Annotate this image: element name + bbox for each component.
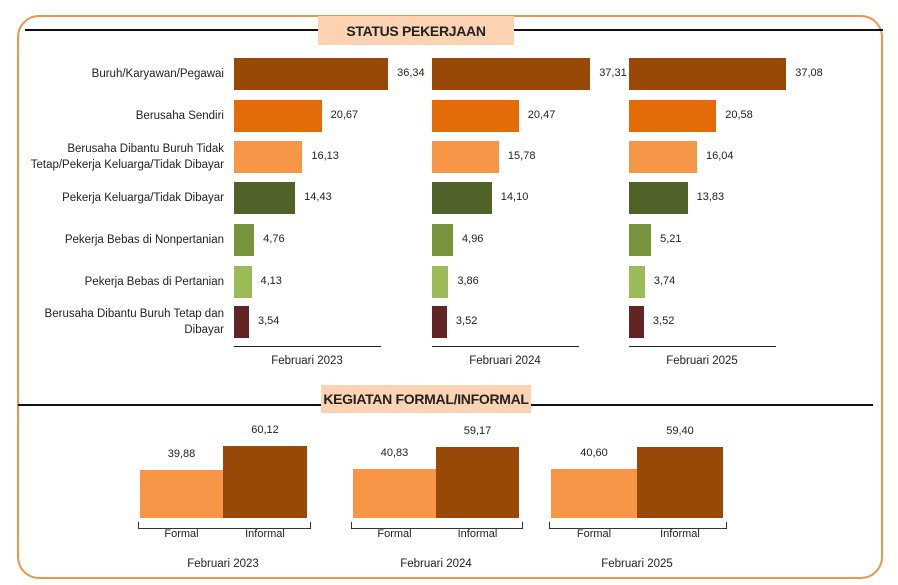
data-label: 20,47 (527, 109, 556, 121)
formal-title: KEGIATAN FORMAL/INFORMAL (321, 385, 531, 413)
axis-line (629, 346, 776, 347)
data-label: 20,58 (725, 109, 753, 121)
axis-line (432, 346, 579, 347)
bar (140, 470, 223, 518)
panel-label: Februari 2023 (187, 558, 259, 570)
bar (223, 445, 307, 518)
data-label: 36,34 (397, 67, 425, 79)
bar (629, 306, 644, 338)
axis-bracket (138, 522, 311, 529)
data-label: 59,40 (666, 424, 694, 437)
bar (234, 141, 303, 173)
category-label: Informal (457, 528, 498, 540)
data-label: 40,83 (380, 447, 409, 459)
data-label: 5,21 (660, 233, 682, 245)
status-title: STATUS PEKERJAAN (318, 16, 514, 45)
category-label: Informal (245, 528, 285, 540)
data-label: 37,31 (599, 67, 627, 79)
data-label: 16,04 (706, 150, 734, 162)
data-label: 4,13 (260, 275, 282, 287)
data-label: 14,10 (500, 191, 529, 203)
panel-label: Februari 2023 (271, 355, 343, 367)
bar (234, 58, 389, 90)
data-label: 20,67 (330, 109, 359, 121)
category-label: Berusaha Dibantu Buruh Tidak Tetap/Peker… (30, 143, 224, 171)
bar (234, 182, 296, 214)
bar (436, 446, 519, 518)
data-label: 3,52 (652, 315, 675, 327)
data-label: 59,17 (463, 424, 492, 437)
data-label: 60,12 (251, 423, 279, 436)
data-label: 40,60 (580, 447, 608, 460)
bar (629, 224, 652, 256)
data-label: 3,54 (258, 315, 280, 327)
panel-label: Februari 2025 (601, 558, 673, 570)
bar (432, 182, 492, 214)
data-label: 3,52 (455, 315, 478, 327)
category-label: Formal (576, 528, 612, 540)
bar (629, 266, 645, 298)
data-label: 4,96 (462, 233, 484, 245)
axis-bracket (549, 522, 727, 529)
data-label: 15,78 (507, 150, 536, 162)
category-label: Formal (377, 528, 412, 540)
bar (637, 446, 723, 518)
bar (432, 141, 499, 173)
bar (432, 58, 591, 90)
data-label: 3,86 (457, 275, 479, 287)
bar (629, 182, 688, 214)
bar (629, 58, 787, 90)
data-label: 13,83 (696, 191, 725, 203)
data-label: 16,13 (311, 150, 339, 162)
bar (629, 141, 697, 173)
bar (234, 306, 249, 338)
bar (234, 224, 255, 256)
data-label: 39,88 (167, 448, 196, 461)
bar (629, 100, 717, 132)
bar (234, 266, 252, 298)
category-label: Pekerja Bebas di Pertanian (84, 276, 224, 288)
axis-bracket (351, 522, 523, 529)
data-label: 3,74 (653, 275, 676, 287)
category-label: Berusaha Dibantu Buruh Tetap dan Dibayar (44, 308, 224, 336)
data-label: 37,08 (795, 67, 823, 79)
data-label: 4,76 (263, 233, 285, 245)
bar (234, 100, 322, 132)
category-label: Formal (164, 528, 199, 540)
category-label: Pekerja Bebas di Nonpertanian (64, 234, 224, 246)
panel-label: Februari 2025 (666, 355, 738, 367)
category-label: Informal (660, 528, 700, 540)
bar (353, 469, 436, 518)
panel-label: Februari 2024 (400, 558, 472, 570)
category-label: Buruh/Karyawan/Pegawai (91, 68, 224, 80)
bar (432, 266, 449, 298)
category-label: Berusaha Sendiri (135, 110, 224, 122)
axis-line (234, 346, 381, 347)
bar (432, 306, 447, 338)
panel-label: Februari 2024 (469, 355, 541, 367)
category-label: Pekerja Keluarga/Tidak Dibayar (62, 192, 224, 204)
bar (432, 100, 519, 132)
bar (432, 224, 454, 256)
bar (551, 469, 637, 518)
data-label: 14,43 (304, 191, 332, 203)
